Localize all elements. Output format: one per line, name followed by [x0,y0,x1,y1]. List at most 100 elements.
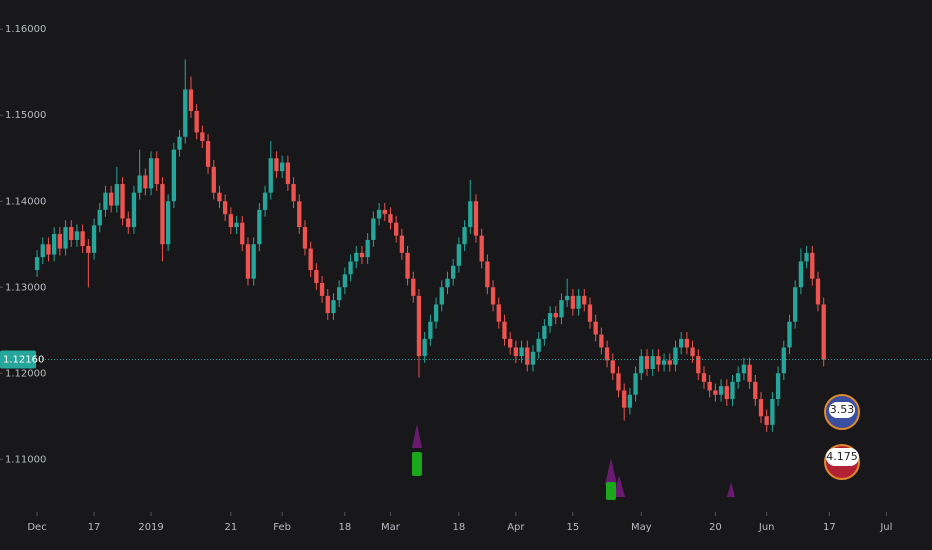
indicator-markers [412,424,735,500]
candle-body [257,209,262,245]
candle-body [718,386,724,395]
candle-body [405,252,410,279]
x-tick-label: Jun [758,522,775,533]
candle-body [616,373,621,391]
candle-body [553,313,558,318]
candle-body [137,175,142,193]
candle-body [348,261,353,275]
signal-arrow [614,475,625,497]
x-tick-label: 18 [453,522,466,533]
candle-body [536,338,541,352]
candle-body [650,356,655,369]
candle-body [200,132,205,142]
candle-body [354,252,359,262]
x-tick-label: Apr [507,522,525,533]
candle-body [490,287,496,305]
candle-body [228,214,234,228]
candle-body [570,295,576,309]
candle-body [222,201,228,215]
badge-text: 3.53 [830,403,855,416]
candle-body [639,356,644,374]
y-tick-label: 1.13000 [5,282,46,293]
candle-body [177,136,182,150]
candle-body [690,347,695,357]
candle-body [656,356,661,365]
candle-body [74,231,80,240]
candle-body [770,399,775,425]
candle-body [40,244,45,258]
x-tick-label: 15 [567,522,580,533]
candle-body [485,261,490,288]
candle-body [707,381,712,391]
signal-arrow [727,482,735,497]
candle-body [103,192,108,210]
candle-body [416,295,422,357]
x-tick-label: 2019 [138,522,163,533]
candle-body [468,201,473,228]
candle-body [205,141,211,167]
candle-body [131,192,137,228]
candle-body [713,390,718,395]
candle-body [513,347,519,357]
candle-body [365,239,370,258]
candle-body [97,209,102,226]
y-tick-label: 1.16000 [5,24,46,35]
candle-body [388,214,393,223]
candle-body [217,192,222,202]
candle-body [211,166,216,193]
candle-body [143,175,148,189]
badge-label-bg [826,448,859,466]
candle-body [793,287,798,322]
y-tick-label: 1.14000 [5,196,46,207]
candle-body [399,235,405,253]
candle-body [314,270,319,283]
candle-body [80,231,85,246]
candle-body [798,261,804,288]
candle-body [604,347,610,361]
candle-body [120,184,125,219]
candle-body [724,386,729,400]
candle-body [69,227,74,240]
candle-body [644,356,650,369]
candle-body [451,265,456,279]
x-tick-label: 21 [224,522,237,533]
candle-body [165,201,171,245]
candle-body [63,227,68,249]
candle-body [547,313,553,326]
candle-body [496,304,501,322]
candle-body [285,162,291,185]
candle-body [439,287,444,305]
candle-body [542,325,547,339]
candle-body [741,364,747,374]
candle-body [559,300,564,318]
candle-body [34,257,40,271]
candle-body [747,364,752,382]
candle-body [667,360,672,365]
candle-body [815,278,821,305]
candle-body [148,158,154,189]
candle-body [633,373,638,395]
x-tick-label: May [631,522,652,533]
candle-body [610,360,615,374]
candle-body [519,347,524,357]
x-tick-label: Jul [879,522,892,533]
signal-flag [606,482,616,500]
candle-body [599,334,604,348]
candle-body [337,287,342,301]
candle-body [194,110,199,133]
x-tick-label: 20 [709,522,722,533]
candle-body [456,244,462,266]
candle-body [565,295,570,301]
candle-body [679,338,684,348]
candle-body [627,394,633,408]
candle-body [183,89,188,137]
candle-body [319,282,325,296]
candle-body [114,184,120,206]
candle-body [297,201,302,228]
y-tick-label: 1.12000 [5,368,46,379]
candle-body [394,222,399,236]
candle-body [587,304,593,322]
candle-body [274,158,279,172]
candle-body [325,295,330,314]
